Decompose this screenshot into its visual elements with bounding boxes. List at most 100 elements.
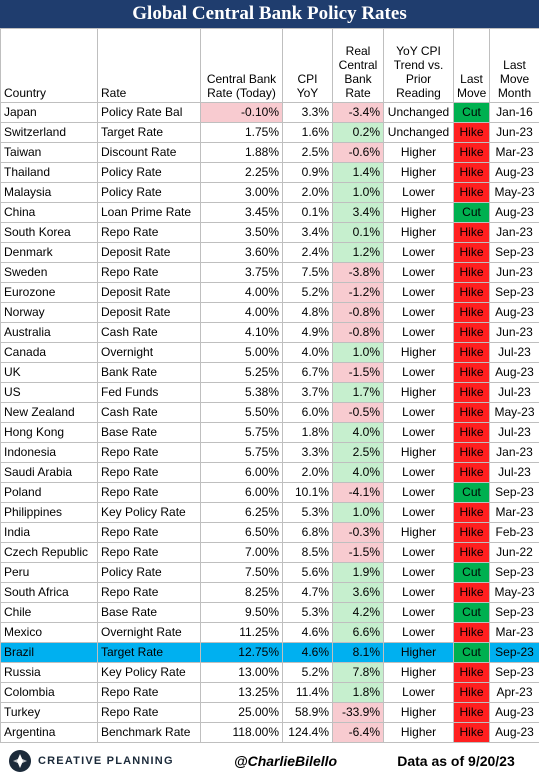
rate-name: Repo Rate <box>97 682 201 703</box>
central-bank-rate: 6.00% <box>200 462 283 483</box>
rate-name: Cash Rate <box>97 402 201 423</box>
real-rate: 1.8% <box>332 682 384 703</box>
central-bank-rate: 5.50% <box>200 402 283 423</box>
table-row: Colombia Repo Rate 13.25% 11.4% 1.8% Lower Hik… <box>0 682 539 703</box>
rate-name: Target Rate <box>97 642 201 663</box>
column-header: Rate <box>97 28 201 103</box>
cpi-yoy: 11.4% <box>282 682 333 703</box>
last-move-month: Apr-23 <box>489 682 539 703</box>
last-move: Hike <box>453 522 490 543</box>
cpi-trend: Unchanged <box>383 122 454 143</box>
last-move: Hike <box>453 622 490 643</box>
table-row: Argentina Benchmark Rate 118.00% 124.4% -6.4… <box>0 722 539 743</box>
real-rate: 4.2% <box>332 602 384 623</box>
country: Switzerland <box>0 122 98 143</box>
cpi-yoy: 4.8% <box>282 302 333 323</box>
last-move: Hike <box>453 222 490 243</box>
table-row: India Repo Rate 6.50% 6.8% -0.3% Higher Hike Fe… <box>0 522 539 543</box>
real-rate: -0.6% <box>332 142 384 163</box>
last-move: Hike <box>453 582 490 603</box>
last-move-month: May-23 <box>489 182 539 203</box>
last-move-month: Aug-23 <box>489 202 539 223</box>
table-row: Philippines Key Policy Rate 6.25% 5.3% 1.0% L… <box>0 502 539 523</box>
country: New Zealand <box>0 402 98 423</box>
table-row: Eurozone Deposit Rate 4.00% 5.2% -1.2% Lower H… <box>0 282 539 303</box>
rate-name: Loan Prime Rate <box>97 202 201 223</box>
cpi-yoy: 5.2% <box>282 662 333 683</box>
central-bank-rate: 4.10% <box>200 322 283 343</box>
rate-name: Fed Funds <box>97 382 201 403</box>
real-rate: -0.3% <box>332 522 384 543</box>
country: Argentina <box>0 722 98 743</box>
central-bank-rate: 3.45% <box>200 202 283 223</box>
last-move-month: Jan-23 <box>489 442 539 463</box>
real-rate: -3.4% <box>332 102 384 123</box>
last-move-month: Sep-23 <box>489 282 539 303</box>
last-move-month: Mar-23 <box>489 502 539 523</box>
central-bank-rate: 118.00% <box>200 722 283 743</box>
country: US <box>0 382 98 403</box>
cpi-trend: Lower <box>383 322 454 343</box>
last-move: Hike <box>453 322 490 343</box>
real-rate: 1.9% <box>332 562 384 583</box>
cpi-yoy: 6.7% <box>282 362 333 383</box>
country: South Korea <box>0 222 98 243</box>
cpi-trend: Lower <box>383 562 454 583</box>
handle: @CharlieBilello <box>233 753 338 769</box>
cpi-trend: Lower <box>383 602 454 623</box>
rate-name: Repo Rate <box>97 222 201 243</box>
rate-name: Policy Rate <box>97 562 201 583</box>
real-rate: 4.0% <box>332 422 384 443</box>
central-bank-rate: 5.75% <box>200 422 283 443</box>
real-rate: 3.4% <box>332 202 384 223</box>
last-move-month: Jan-16 <box>489 102 539 123</box>
cpi-yoy: 6.0% <box>282 402 333 423</box>
table-row: UK Bank Rate 5.25% 6.7% -1.5% Lower Hike Aug-23 <box>0 362 539 383</box>
last-move-month: Sep-23 <box>489 602 539 623</box>
table-row: Japan Policy Rate Bal -0.10% 3.3% -3.4% Uncha… <box>0 102 539 123</box>
last-move: Hike <box>453 122 490 143</box>
country: Colombia <box>0 682 98 703</box>
table-row: South Korea Repo Rate 3.50% 3.4% 0.1% Higher H… <box>0 222 539 243</box>
cpi-yoy: 7.5% <box>282 262 333 283</box>
cpi-trend: Higher <box>383 522 454 543</box>
cpi-yoy: 8.5% <box>282 542 333 563</box>
real-rate: -0.8% <box>332 322 384 343</box>
column-header: Last Move Month <box>489 28 539 103</box>
table-row: Australia Cash Rate 4.10% 4.9% -0.8% Lower Hik… <box>0 322 539 343</box>
cpi-trend: Lower <box>383 682 454 703</box>
real-rate: 1.0% <box>332 182 384 203</box>
country: Brazil <box>0 642 98 663</box>
real-rate: 1.0% <box>332 502 384 523</box>
country: Indonesia <box>0 442 98 463</box>
last-move-month: Mar-23 <box>489 142 539 163</box>
central-bank-rate: 4.00% <box>200 302 283 323</box>
real-rate: 0.2% <box>332 122 384 143</box>
last-move-month: Jun-23 <box>489 262 539 283</box>
rate-name: Base Rate <box>97 422 201 443</box>
table-row: Norway Deposit Rate 4.00% 4.8% -0.8% Lower Hik… <box>0 302 539 323</box>
rate-name: Key Policy Rate <box>97 662 201 683</box>
country: Malaysia <box>0 182 98 203</box>
cpi-trend: Lower <box>383 502 454 523</box>
cpi-trend: Lower <box>383 462 454 483</box>
central-bank-rate: 6.00% <box>200 482 283 503</box>
table-row: Czech Republic Repo Rate 7.00% 8.5% -1.5% Low… <box>0 542 539 563</box>
table-row: US Fed Funds 5.38% 3.7% 1.7% Higher Hike Jul-23 <box>0 382 539 403</box>
real-rate: -3.8% <box>332 262 384 283</box>
as-of-date: Data as of 9/20/23 <box>397 753 515 769</box>
title: Global Central Bank Policy Rates <box>0 0 539 28</box>
rate-name: Cash Rate <box>97 322 201 343</box>
real-rate: 7.8% <box>332 662 384 683</box>
cpi-yoy: 1.6% <box>282 122 333 143</box>
column-header: Country <box>0 28 98 103</box>
country: Taiwan <box>0 142 98 163</box>
cpi-trend: Lower <box>383 182 454 203</box>
logo: CREATIVE PLANNING <box>8 749 198 773</box>
country: Japan <box>0 102 98 123</box>
last-move-month: Aug-23 <box>489 702 539 723</box>
table-row: Turkey Repo Rate 25.00% 58.9% -33.9% Higher Hi… <box>0 702 539 723</box>
cpi-trend: Lower <box>383 362 454 383</box>
central-bank-rate: 3.60% <box>200 242 283 263</box>
rate-name: Repo Rate <box>97 582 201 603</box>
